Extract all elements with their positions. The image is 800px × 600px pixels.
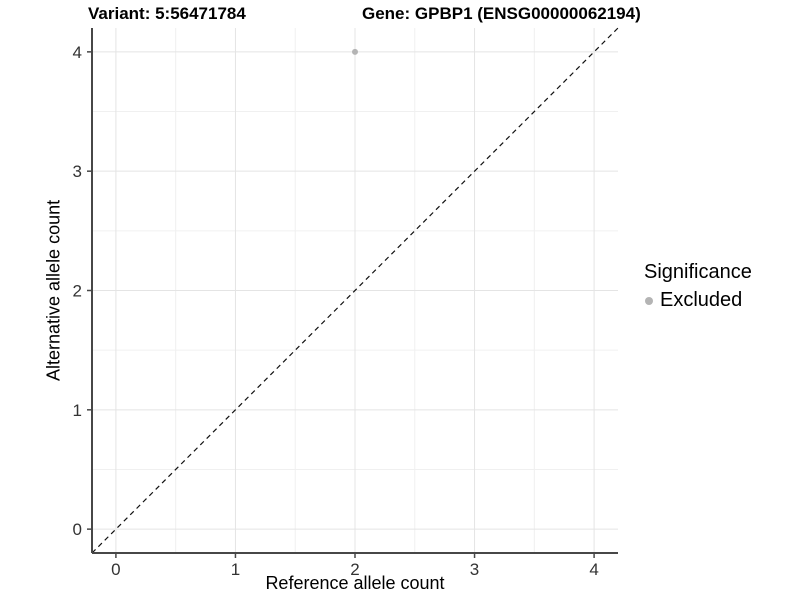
y-tick-label: 0 [73, 520, 82, 539]
legend-entry-label: Excluded [660, 289, 743, 311]
y-tick-label: 2 [73, 282, 82, 301]
x-axis-title: Reference allele count [265, 573, 445, 593]
x-tick-label: 4 [589, 560, 598, 579]
x-tick-label: 3 [470, 560, 479, 579]
data-point [352, 48, 358, 55]
identity-dashed-line [91, 27, 619, 554]
y-axis-title: Alternative allele count [43, 199, 64, 382]
legend-entry-excluded: Excluded [645, 289, 752, 312]
x-tick-label: 0 [111, 560, 120, 579]
plot-panel: 0 1 2 3 4 0 1 2 3 4 [73, 27, 619, 579]
x-tick-label: 1 [231, 560, 240, 579]
plot-title-gene: Gene: GPBP1 (ENSG00000062194) [362, 4, 641, 23]
legend-title: Significance [644, 261, 752, 283]
plot-title-variant: Variant: 5:56471784 [88, 4, 246, 23]
x-tick-label: 2 [350, 560, 359, 579]
legend: Significance Excluded [644, 261, 752, 312]
legend-key-dot-icon [645, 296, 653, 305]
y-tick-label: 1 [73, 401, 82, 420]
y-tick-label: 3 [73, 162, 82, 181]
y-tick-label: 4 [73, 43, 82, 62]
